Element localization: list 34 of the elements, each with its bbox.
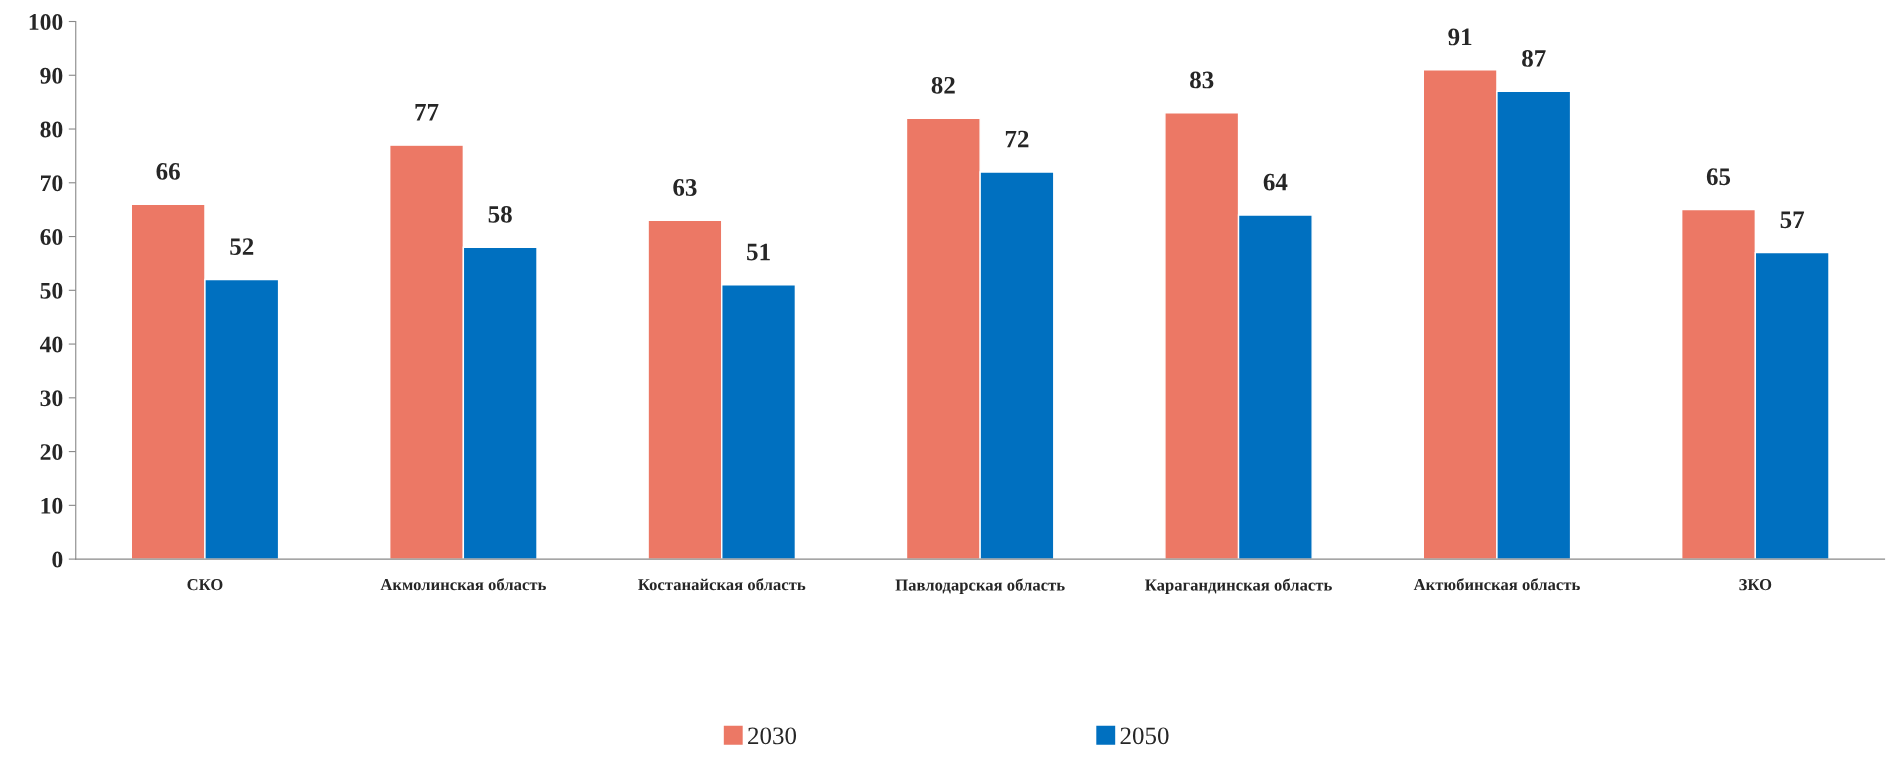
data-label: 77 [415, 104, 439, 121]
y-tick-label: 10 [41, 497, 63, 514]
y-tick-label: 50 [40, 282, 63, 299]
data-label: 72 [1005, 130, 1029, 148]
data-label: 57 [1780, 211, 1805, 229]
y-tick-label: 20 [40, 444, 63, 461]
data-label: 82 [931, 76, 955, 94]
y-tick-label: 60 [40, 229, 63, 245]
legend-label: 2030 [748, 727, 797, 745]
data-label: 65 [1706, 168, 1731, 186]
x-tick-label: Костанайская область [638, 578, 806, 591]
legend-label: 2050 [1120, 727, 1169, 745]
x-tick-label: Актюбинская область [1413, 578, 1580, 591]
x-tick-label: ЗКО [1739, 579, 1772, 591]
data-label: 58 [488, 205, 512, 223]
x-tick-label: СКО [187, 579, 223, 591]
y-tick-label: 40 [39, 336, 63, 353]
y-tick-label: 70 [41, 175, 63, 192]
x-tick-label: Карагандинская область [1145, 578, 1332, 595]
y-tick-label: 90 [40, 67, 63, 84]
y-tick-label: 30 [40, 390, 63, 407]
data-label: 51 [747, 243, 770, 261]
x-tick-label: Павлодарская область [895, 578, 1065, 595]
data-label: 52 [230, 238, 254, 256]
y-tick-label: 100 [29, 13, 63, 30]
data-label: 64 [1263, 173, 1288, 191]
data-label: 63 [673, 179, 697, 196]
data-label: 66 [156, 162, 180, 180]
data-label: 91 [1448, 28, 1472, 46]
data-label: 83 [1190, 71, 1214, 89]
y-tick-label: 80 [40, 121, 63, 138]
data-label: 87 [1522, 50, 1546, 67]
x-tick-label: Акмолинская область [380, 578, 546, 591]
y-tick-label: 0 [52, 551, 63, 568]
